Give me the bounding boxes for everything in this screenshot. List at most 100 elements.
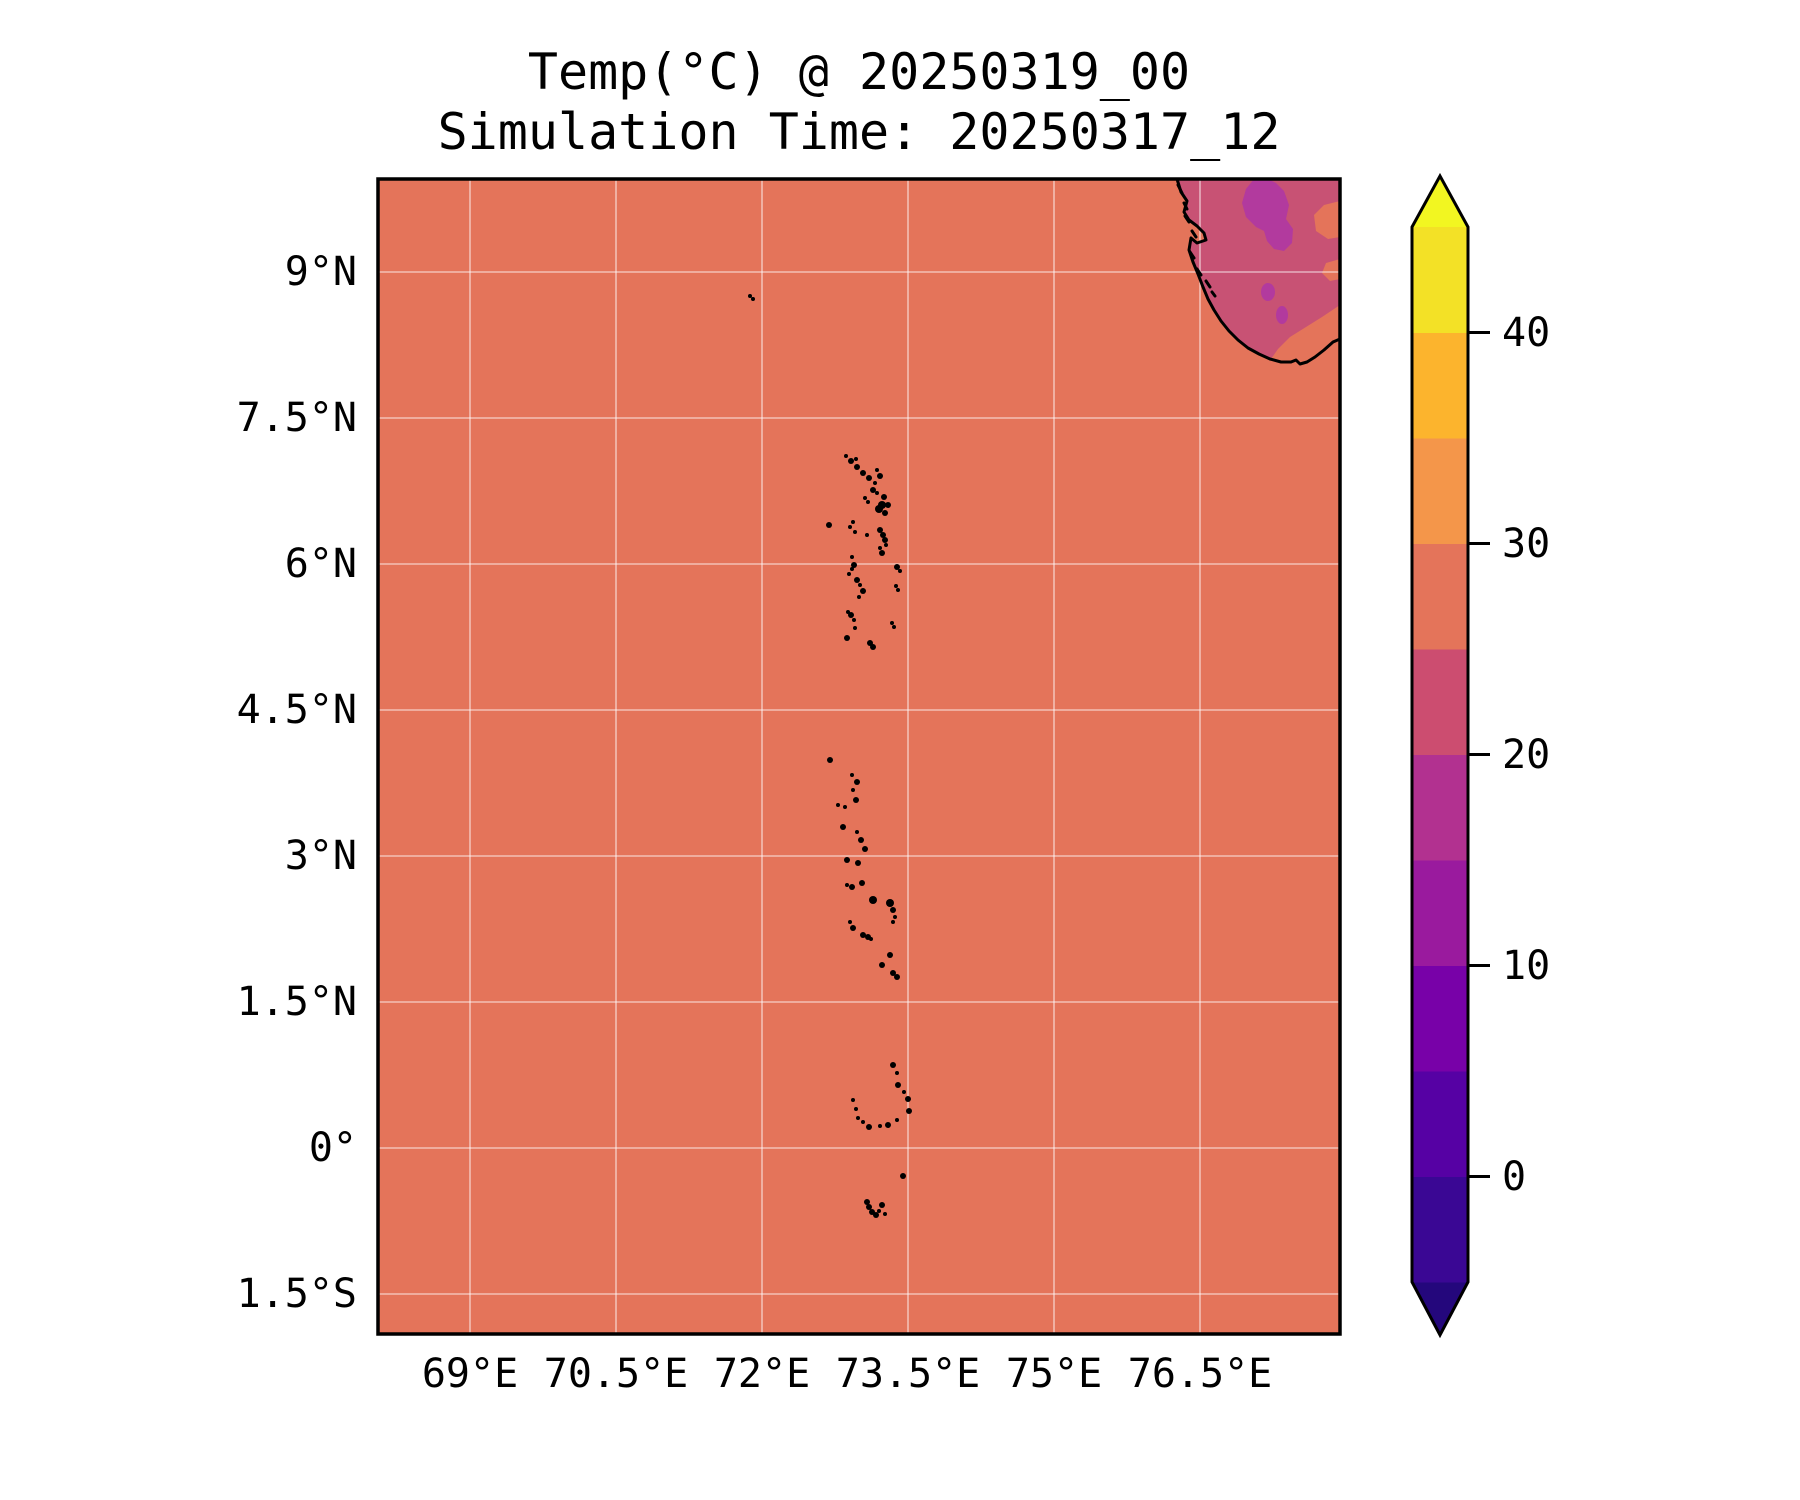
- island-dot: [875, 468, 879, 472]
- island-dot: [847, 572, 851, 576]
- island-dot: [891, 920, 895, 924]
- island-dot: [898, 569, 902, 573]
- colorbar-tick-label: 10: [1502, 942, 1551, 989]
- figure-title: Temp(°C) @ 20250319_00 Simulation Time: …: [378, 42, 1340, 162]
- island-dot: [856, 1116, 860, 1120]
- island-dot: [869, 896, 877, 904]
- colorbar-segment: [1412, 332, 1468, 439]
- plot-title-line2: Simulation Time: 20250317_12: [437, 103, 1281, 161]
- island-dot: [865, 533, 869, 537]
- island-dot: [849, 884, 855, 890]
- colorbar-segment: [1412, 754, 1468, 861]
- island-dot: [851, 788, 855, 792]
- island-dot: [850, 555, 854, 559]
- island-dot: [850, 773, 854, 777]
- map-border: [376, 177, 1342, 1336]
- island-dot: [880, 532, 886, 538]
- island-dot: [864, 1199, 870, 1205]
- x-tick-label: 76.5°E: [1127, 1351, 1273, 1397]
- maldives-atolls: [748, 294, 912, 1218]
- island-dot: [894, 564, 900, 570]
- colorbar-segment: [1412, 1176, 1468, 1283]
- island-dot: [858, 583, 862, 587]
- colorbar-segment: [1412, 227, 1468, 333]
- island-dot: [881, 494, 887, 500]
- ocean-region: [378, 179, 1340, 1334]
- coastline-layer: [1175, 178, 1341, 366]
- island-dot: [893, 915, 897, 919]
- island-dot: [895, 1082, 901, 1088]
- island-dot: [845, 883, 849, 887]
- island-dot: [855, 860, 861, 866]
- india-cool-temp-spot: [1261, 283, 1275, 301]
- island-dot: [840, 824, 846, 830]
- plot-title-line1: Temp(°C) @ 20250319_00: [527, 43, 1191, 101]
- island-dot: [878, 546, 882, 550]
- island-dot: [855, 830, 859, 834]
- y-tick-label: 1.5°S: [236, 1271, 357, 1317]
- island-dot: [826, 522, 832, 528]
- island-dot: [866, 475, 872, 481]
- island-dot: [894, 974, 900, 980]
- island-dot: [860, 932, 866, 938]
- island-dot: [851, 1098, 855, 1102]
- island-dot: [853, 530, 857, 534]
- backwater-coast-fragment: [1183, 214, 1191, 224]
- y-tick-label: 6°N: [284, 541, 357, 587]
- island-dot: [854, 1107, 858, 1111]
- island-dot: [748, 294, 752, 298]
- island-dot: [890, 1062, 896, 1068]
- island-dot: [895, 1071, 899, 1075]
- india-warm-temp-patch: [1322, 259, 1340, 281]
- backwater-coast-fragment: [1204, 279, 1212, 289]
- island-dot: [848, 525, 852, 529]
- x-tick-label: 69°E: [421, 1351, 519, 1397]
- island-dot: [879, 1202, 885, 1208]
- x-tick-label: 72°E: [713, 1351, 811, 1397]
- island-dot: [848, 612, 854, 618]
- island-dot: [878, 1124, 882, 1128]
- island-dot: [854, 457, 858, 461]
- island-dot: [858, 837, 864, 843]
- island-dot: [887, 952, 893, 958]
- island-dot: [883, 1212, 887, 1216]
- island-dot: [878, 501, 886, 509]
- island-dot: [879, 962, 885, 968]
- colorbar-tick-label: 40: [1502, 309, 1551, 356]
- island-dot: [854, 464, 860, 470]
- island-dot: [853, 626, 857, 630]
- y-tick-label: 0°: [308, 1125, 357, 1171]
- island-dot: [890, 907, 896, 913]
- island-dot: [869, 937, 873, 941]
- colorbar-over-arrow: [1412, 176, 1468, 227]
- island-dot: [751, 297, 755, 301]
- backwater-coast-fragment: [1182, 201, 1189, 211]
- island-dot: [851, 520, 855, 524]
- island-dot: [894, 584, 898, 588]
- india-cool-temp-patch: [1242, 179, 1293, 251]
- island-dot: [870, 644, 876, 650]
- colorbar-tick-label: 0: [1502, 1153, 1527, 1200]
- island-dot: [860, 470, 866, 476]
- colorbar-segment: [1412, 438, 1468, 544]
- colorbar-tick-label: 20: [1502, 731, 1551, 778]
- island-dot: [902, 1090, 906, 1094]
- colorbar-segment: [1412, 1071, 1468, 1177]
- island-dot: [877, 527, 883, 533]
- island-dot: [859, 880, 865, 886]
- island-dot: [850, 925, 856, 931]
- island-dot: [873, 1212, 879, 1218]
- island-dot: [857, 595, 861, 599]
- india-warm-temp-patch: [1314, 201, 1340, 239]
- y-tick-label: 9°N: [284, 249, 357, 295]
- island-dot: [863, 496, 867, 500]
- island-dot: [877, 1209, 881, 1213]
- island-dot: [873, 481, 877, 485]
- island-dot: [882, 510, 888, 516]
- island-dot: [866, 500, 870, 504]
- backwater-coast-fragment: [1190, 229, 1198, 239]
- island-dot: [877, 473, 883, 479]
- island-dot: [860, 588, 866, 594]
